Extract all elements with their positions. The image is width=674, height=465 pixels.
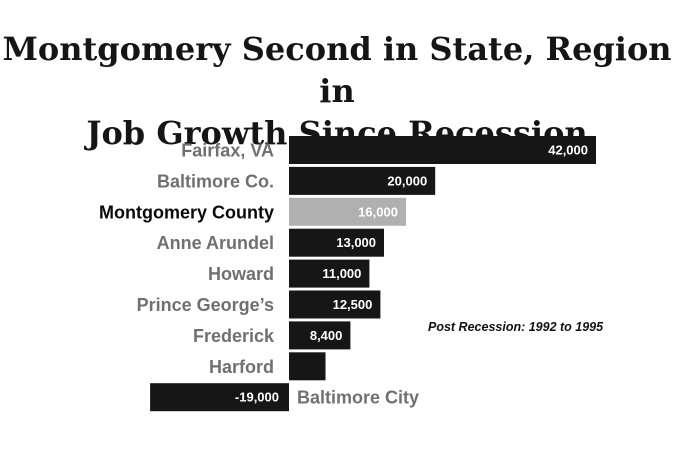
category-label-1: Baltimore Co. — [157, 171, 274, 191]
bar-5 — [289, 290, 381, 319]
value-label-5: 12,500 — [333, 297, 373, 312]
bar-8 — [150, 383, 289, 412]
bar-6 — [289, 321, 351, 350]
bar-1 — [289, 166, 436, 195]
category-label-4: Howard — [208, 264, 274, 284]
category-label-7: Harford — [209, 357, 274, 377]
chart-annotation: Post Recession: 1992 to 1995 — [428, 320, 604, 334]
value-label-8: -19,000 — [235, 390, 279, 405]
bar-4 — [289, 259, 370, 288]
value-label-6: 8,400 — [310, 328, 343, 343]
value-label-1: 20,000 — [387, 173, 427, 188]
category-label-2: Montgomery County — [99, 202, 274, 222]
category-label-5: Prince George’s — [137, 295, 274, 315]
category-label-8: Baltimore City — [297, 388, 419, 408]
bar-3 — [289, 228, 384, 257]
category-label-6: Frederick — [193, 326, 275, 346]
category-label-3: Anne Arundel — [157, 233, 274, 253]
bar-2 — [289, 197, 406, 226]
chart-title-line-1: Montgomery Second in State, Region in — [2, 30, 672, 110]
value-label-0: 42,000 — [548, 143, 588, 158]
value-label-2: 16,000 — [358, 204, 398, 219]
value-label-3: 13,000 — [336, 235, 376, 250]
bar-0 — [289, 136, 596, 164]
bar-7 — [289, 352, 326, 381]
category-label-0: Fairfax, VA — [181, 141, 274, 161]
value-label-4: 11,000 — [322, 266, 361, 281]
